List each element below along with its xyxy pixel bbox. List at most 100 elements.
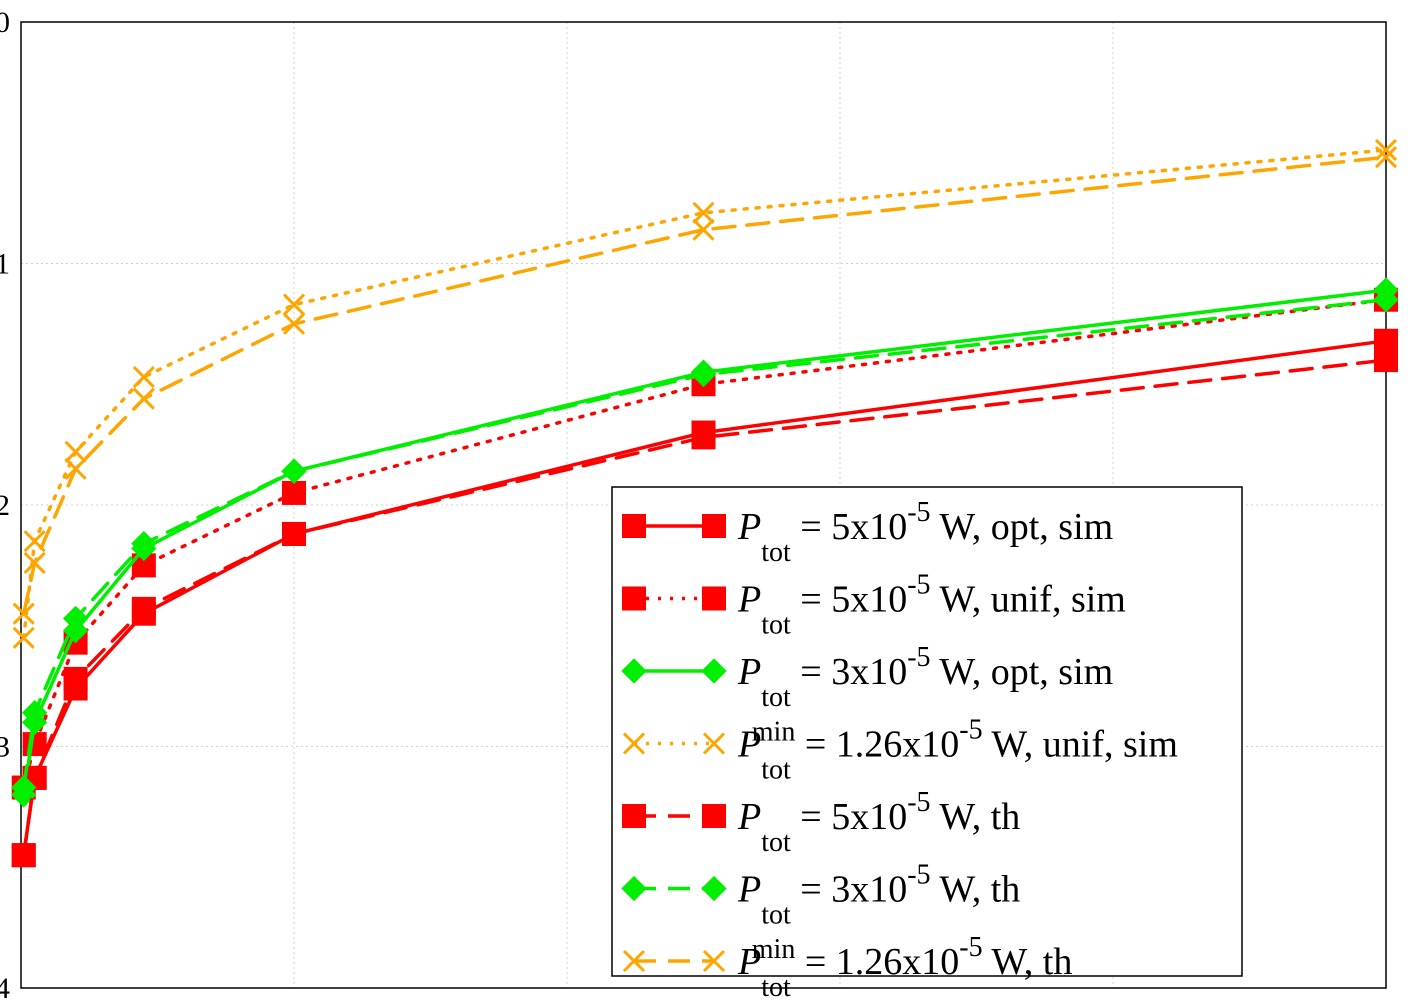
legend-marker-right-4 (702, 804, 726, 828)
legend-label-1: Ptot = 5x10-5 W, unif, sim (737, 570, 1126, 641)
legend-label-4: Ptot = 5x10-5 W, th (737, 787, 1020, 858)
legend-subscript-5: tot (761, 900, 791, 931)
legend-entry-5: Ptot = 3x10-5 W, th (621, 860, 1020, 931)
y-tick-label-0: 0 (0, 6, 10, 39)
legend-label-2: Ptot = 3x10-5 W, opt, sim (737, 642, 1113, 713)
legend-tail-6: W, th (983, 941, 1073, 983)
legend-entry-4: Ptot = 5x10-5 W, th (622, 787, 1020, 858)
series-5-point-2 (62, 605, 89, 632)
legend-marker-left-6 (622, 949, 646, 973)
legend-marker-left-0 (622, 514, 646, 538)
y-tick-label-4: 4 (0, 972, 10, 1000)
series-6-point-3 (132, 387, 155, 410)
legend-symbol-5: P (737, 869, 761, 911)
series-3-point-5 (692, 201, 715, 224)
series-4-point-4 (282, 521, 306, 546)
series-4-point-5 (691, 425, 716, 450)
legend-exponent-1: -5 (907, 570, 930, 601)
legend-tail-0: W, opt, sim (931, 506, 1114, 548)
series-5-point-0 (11, 774, 37, 801)
y-axis-ticks: 0 1 2 3 4 (0, 6, 10, 1000)
legend-entry-6: Ptot min = 1.26x10-5 W, th (622, 932, 1072, 1000)
legend-equation-5: = 3x10 (791, 869, 907, 911)
legend-subscript-6: tot (761, 972, 791, 1000)
legend-tail-3: W, unif, sim (983, 724, 1178, 766)
legend-marker-left-2 (621, 658, 647, 684)
legend-tail-5: W, th (931, 869, 1021, 911)
legend-exponent-4: -5 (907, 787, 930, 818)
legend-marker-left-4 (622, 804, 646, 828)
series-1-point-1 (22, 732, 47, 757)
legend-entry-2: Ptot = 3x10-5 W, opt, sim (621, 642, 1113, 713)
series-6-point-2 (64, 457, 87, 480)
series-5-point-1 (22, 700, 48, 726)
series-layer (11, 138, 1399, 868)
legend-equation-4: = 5x10 (791, 796, 907, 838)
legend-subscript-2: tot (761, 682, 791, 713)
legend-label-5: Ptot = 3x10-5 W, th (737, 860, 1020, 931)
series-6 (12, 146, 1398, 625)
legend-label-0: Ptot = 5x10-5 W, opt, sim (737, 497, 1113, 568)
legend-exponent-0: -5 (907, 497, 930, 528)
legend-marker-right-1 (702, 586, 726, 611)
legend-symbol-1: P (737, 579, 761, 621)
series-4-point-0 (11, 843, 36, 868)
series-5-point-5 (690, 361, 717, 388)
legend-label-6: Ptot min = 1.26x10-5 W, th (737, 932, 1072, 1000)
series-5 (11, 287, 1399, 801)
legend-marker-left-1 (622, 586, 646, 611)
legend-marker-right-0 (702, 514, 726, 538)
legend-entry-0: Ptot = 5x10-5 W, opt, sim (622, 497, 1113, 568)
legend-tail-4: W, th (931, 796, 1021, 838)
legend-exponent-5: -5 (907, 860, 930, 891)
series-4-point-2 (63, 666, 88, 691)
legend-marker-left-3 (622, 732, 646, 755)
legend-superscript-6: min (752, 934, 796, 965)
legend-marker-right-3 (702, 732, 726, 755)
legend-equation-0: = 5x10 (791, 506, 907, 548)
legend-equation-2: = 3x10 (791, 651, 907, 693)
series-6-point-0 (12, 602, 35, 625)
series-3-point-4 (282, 293, 306, 316)
series-3-point-3 (132, 365, 155, 389)
legend-superscript-3: min (752, 717, 796, 748)
y-tick-label-2: 2 (0, 489, 10, 522)
series-5-point-4 (281, 458, 307, 484)
legend-tail-1: W, unif, sim (931, 579, 1126, 621)
legend-label-3: Ptot min = 1.26x10-5 W, unif, sim (737, 715, 1178, 786)
series-6-point-5 (692, 218, 715, 241)
legend-symbol-2: P (737, 651, 761, 693)
series-1-point-4 (282, 480, 306, 505)
legend-symbol-3: P (737, 724, 761, 766)
series-5-point-6 (1373, 287, 1399, 313)
legend-exponent-6: -5 (959, 932, 982, 963)
legend-marker-right-2 (701, 658, 727, 684)
legend-subscript-3: tot (761, 755, 791, 786)
legend-exponent-2: -5 (907, 642, 930, 673)
series-5-point-3 (131, 530, 157, 557)
legend-symbol-6: P (737, 941, 761, 983)
y-tick-label-1: 1 (0, 248, 10, 281)
plot-frame (20, 21, 1387, 989)
legend-marker-left-5 (621, 875, 647, 902)
legend-equation-1: = 5x10 (791, 579, 907, 621)
series-3 (12, 138, 1398, 649)
series-4-point-3 (131, 596, 156, 621)
legend-equation-3: = 1.26x10 (795, 724, 959, 766)
legend-tail-2: W, opt, sim (931, 651, 1114, 693)
legend-marker-right-5 (701, 875, 727, 902)
legend-subscript-1: tot (761, 610, 791, 641)
legend-entry-3: Ptot min = 1.26x10-5 W, unif, sim (622, 715, 1178, 786)
series-3-point-6 (1374, 138, 1398, 162)
series-6-point-4 (282, 312, 306, 335)
legend-exponent-3: -5 (959, 715, 982, 746)
legend-marker-right-6 (702, 949, 726, 973)
legend-subscript-4: tot (761, 827, 791, 858)
series-3-point-0 (12, 626, 35, 649)
series-6-point-6 (1374, 146, 1398, 169)
legend-equation-6: = 1.26x10 (795, 941, 959, 983)
y-tick-label-3: 3 (0, 731, 10, 764)
legend-entry-1: Ptot = 5x10-5 W, unif, sim (622, 570, 1126, 641)
